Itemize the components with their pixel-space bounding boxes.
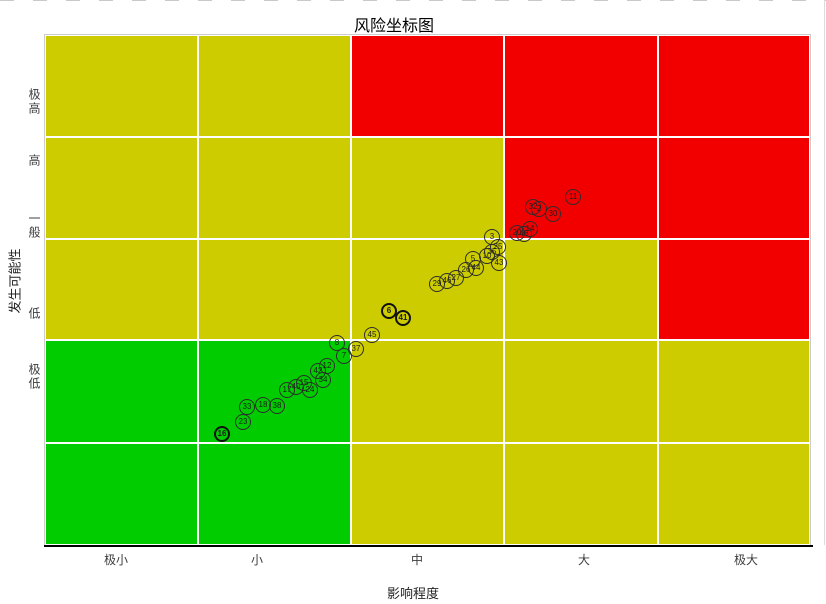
x-tick-label: 极大: [733, 553, 759, 567]
x-axis-title: 影响程度: [386, 586, 440, 601]
risk-point[interactable]: 33: [239, 399, 255, 415]
x-tick-label: 极小: [103, 553, 129, 567]
chart-title: 风险坐标图: [353, 18, 435, 35]
risk-zone-cell-y: [505, 240, 657, 339]
risk-zone-cell-r: [352, 36, 503, 136]
risk-zone-cell-y: [659, 444, 809, 544]
y-tick-label: 极低: [27, 363, 41, 391]
risk-point[interactable]: 30: [545, 206, 561, 222]
risk-zone-cell-y: [352, 138, 503, 238]
risk-point[interactable]: 14: [522, 221, 538, 237]
risk-zone-cell-g: [199, 444, 350, 544]
risk-zone-cell-y: [659, 341, 809, 442]
top-divider: [0, 0, 826, 1]
x-tick-label: 中: [410, 553, 424, 567]
x-tick-label: 小: [250, 553, 264, 567]
y-tick-label: 低: [27, 307, 41, 321]
risk-point[interactable]: 16: [214, 426, 230, 442]
risk-zone-cell-y: [46, 36, 197, 136]
risk-point[interactable]: 3: [484, 229, 500, 245]
risk-point[interactable]: 45: [364, 327, 380, 343]
y-tick-label: 一般: [27, 212, 41, 240]
risk-zone-cell-y: [46, 138, 197, 238]
risk-zone-cell-y: [199, 240, 350, 339]
risk-zone-cell-y: [352, 444, 503, 544]
risk-zone-cell-r: [659, 36, 809, 136]
y-tick-label: 极高: [27, 88, 41, 116]
risk-point[interactable]: 24: [302, 382, 318, 398]
risk-zone-cell-r: [659, 138, 809, 238]
right-divider: [824, 0, 825, 545]
risk-point[interactable]: 6: [381, 303, 397, 319]
risk-zone-cell-r: [659, 240, 809, 339]
y-axis-title: 发生可能性: [7, 248, 23, 314]
risk-point[interactable]: 23: [235, 414, 251, 430]
risk-point[interactable]: 34: [315, 372, 331, 388]
y-tick-label: 高: [27, 154, 41, 168]
risk-point[interactable]: 27: [448, 270, 464, 286]
risk-point[interactable]: 11: [565, 189, 581, 205]
risk-zone-cell-y: [199, 36, 350, 136]
risk-zone-cell-r: [505, 36, 657, 136]
risk-zone-cell-g: [46, 341, 197, 442]
x-tick-label: 大: [577, 553, 591, 567]
risk-zone-cell-y: [199, 138, 350, 238]
risk-point[interactable]: 41: [395, 310, 411, 326]
x-axis-line: [44, 545, 813, 547]
risk-point[interactable]: 37: [348, 341, 364, 357]
risk-zone-cell-g: [199, 341, 350, 442]
risk-zone-cell-g: [46, 444, 197, 544]
risk-zone-cell-y: [505, 444, 657, 544]
risk-point[interactable]: 38: [269, 398, 285, 414]
risk-zone-cell-y: [505, 341, 657, 442]
risk-point[interactable]: 43: [491, 255, 507, 271]
risk-zone-cell-y: [46, 240, 197, 339]
risk-zone-cell-y: [352, 341, 503, 442]
